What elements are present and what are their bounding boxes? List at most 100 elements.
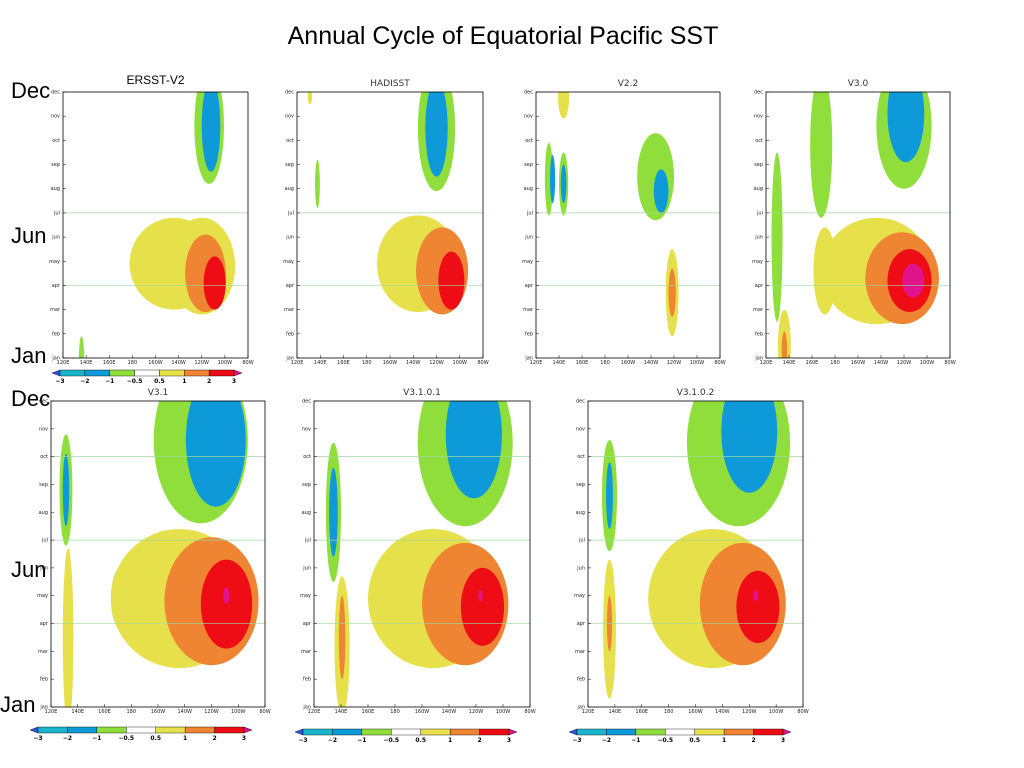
y-tick-label: jun <box>576 565 585 571</box>
y-tick-label: oct <box>577 454 585 460</box>
y-tick-label: jan <box>576 705 585 711</box>
colorbar-label: −2 <box>63 735 72 742</box>
panel-title: V3.0 <box>847 79 869 89</box>
x-tick-label: 180 <box>830 360 840 366</box>
y-tick-label: jun <box>39 565 48 571</box>
x-tick-label: 160W <box>148 360 163 366</box>
x-tick-label: 160W <box>688 709 703 715</box>
colorbar-end-low <box>568 728 578 736</box>
colorbar-segment <box>159 369 185 377</box>
y-tick-label: aug <box>51 186 60 192</box>
contour-region <box>668 268 676 317</box>
y-tick-label: may <box>522 259 533 265</box>
y-tick-label: feb <box>40 677 48 683</box>
y-tick-label: mar <box>284 307 295 313</box>
colorbar-bottom-3: −3 −2 −1 −0.5 0.5 1 2 3 <box>568 728 792 750</box>
colorbar-bottom-1: −3 −2 −1 −0.5 0.5 1 2 3 <box>29 726 253 748</box>
panel-title: HADISST <box>370 79 410 89</box>
colorbar-segment <box>67 726 98 734</box>
x-tick-label: 160E <box>806 360 819 366</box>
contour-region <box>549 154 556 204</box>
y-tick-label: jun <box>524 235 533 241</box>
x-tick-label: 160E <box>103 360 116 366</box>
colorbar-label: 3 <box>781 737 785 744</box>
colorbar-end-high <box>782 728 792 736</box>
x-tick-label: 180 <box>390 709 400 715</box>
colorbar-label: −1 <box>357 737 366 744</box>
contour-region <box>201 92 221 172</box>
y-tick-label: sep <box>576 482 585 488</box>
colorbar-end-low <box>294 728 304 736</box>
contour-region <box>78 336 85 358</box>
x-tick-label: 180 <box>664 709 674 715</box>
colorbar-label: −1 <box>105 378 114 385</box>
x-tick-label: 160E <box>98 709 111 715</box>
row-label-dec-top: Dec <box>11 78 51 103</box>
x-tick-label: 100W <box>218 360 233 366</box>
y-tick-label: jan <box>39 705 48 711</box>
slide-title: Annual Cycle of Equatorial Pacific SST <box>287 22 719 50</box>
contour-region <box>62 548 74 707</box>
colorbar-end-high <box>233 369 243 377</box>
x-tick-label: 120W <box>742 709 757 715</box>
contour-region <box>781 331 788 358</box>
x-tick-label: 140W <box>178 709 193 715</box>
y-tick-label: aug <box>524 186 533 192</box>
colorbar-label: −3 <box>298 737 307 744</box>
contour-region <box>112 299 132 344</box>
x-tick-label: 120E <box>57 360 70 366</box>
row-label-jan-bottom: Jan <box>0 692 36 717</box>
x-tick-label: 100W <box>231 709 246 715</box>
contour-region <box>329 467 338 557</box>
y-tick-label: may <box>37 593 48 599</box>
y-tick-label: nov <box>51 114 60 120</box>
x-tick-label: 160E <box>362 709 375 715</box>
y-tick-label: feb <box>52 331 60 337</box>
colorbar-segment <box>449 728 480 736</box>
x-tick-label: 80W <box>524 709 535 715</box>
x-tick-label: 160W <box>621 360 636 366</box>
y-tick-label: jun <box>51 235 60 241</box>
heatmap-panel-4: V3.0 jan feb mar apr may jun jul aug sep oct nov dec… <box>752 79 956 366</box>
colorbar-segment <box>96 726 127 734</box>
x-tick-label: 100W <box>690 360 705 366</box>
x-tick-label: 160E <box>576 360 589 366</box>
colorbar-top: −3 −2 −1 −0.5 0.5 1 2 3 <box>51 369 243 391</box>
colorbar-label: 0.5 <box>689 737 700 744</box>
y-tick-label: aug <box>302 510 311 516</box>
heatmap-plot: jan feb mar apr may jun jul aug sep oct nov dec 120E… <box>49 90 254 367</box>
x-tick-label: 140W <box>715 709 730 715</box>
y-tick-label: dec <box>51 90 60 96</box>
y-tick-label: jan <box>302 705 311 711</box>
contour-region <box>307 92 313 105</box>
colorbar-label: 0.5 <box>415 737 426 744</box>
colorbar-label: 3 <box>242 735 246 742</box>
x-tick-label: 140E <box>80 360 93 366</box>
y-tick-label: dec <box>576 399 585 405</box>
colorbar-segment <box>184 369 210 377</box>
panel-title: V3.1.0.2 <box>676 388 715 398</box>
x-tick-label: 100W <box>769 709 784 715</box>
colorbar-label: 0.5 <box>154 378 165 385</box>
x-tick-label: 140W <box>406 360 421 366</box>
x-tick-label: 180 <box>128 360 138 366</box>
colorbar-label: 3 <box>232 378 236 385</box>
colorbar-segment <box>184 726 215 734</box>
y-tick-label: mar <box>50 307 61 313</box>
x-tick-label: 160E <box>635 709 648 715</box>
y-tick-label: feb <box>303 677 311 683</box>
contour-region <box>637 133 674 221</box>
y-tick-label: nov <box>754 114 763 120</box>
contour-region <box>203 256 226 310</box>
colorbar-segment <box>109 369 135 377</box>
colorbar-segment <box>84 369 110 377</box>
y-tick-label: sep <box>51 162 60 168</box>
y-tick-label: apr <box>40 621 49 627</box>
y-tick-label: aug <box>39 510 48 516</box>
x-tick-label: 120E <box>45 709 58 715</box>
y-tick-label: sep <box>524 162 533 168</box>
colorbar-segment <box>302 728 333 736</box>
y-tick-label: jun <box>302 565 311 571</box>
y-tick-label: may <box>574 593 585 599</box>
colorbar-label: −0.5 <box>118 735 134 742</box>
